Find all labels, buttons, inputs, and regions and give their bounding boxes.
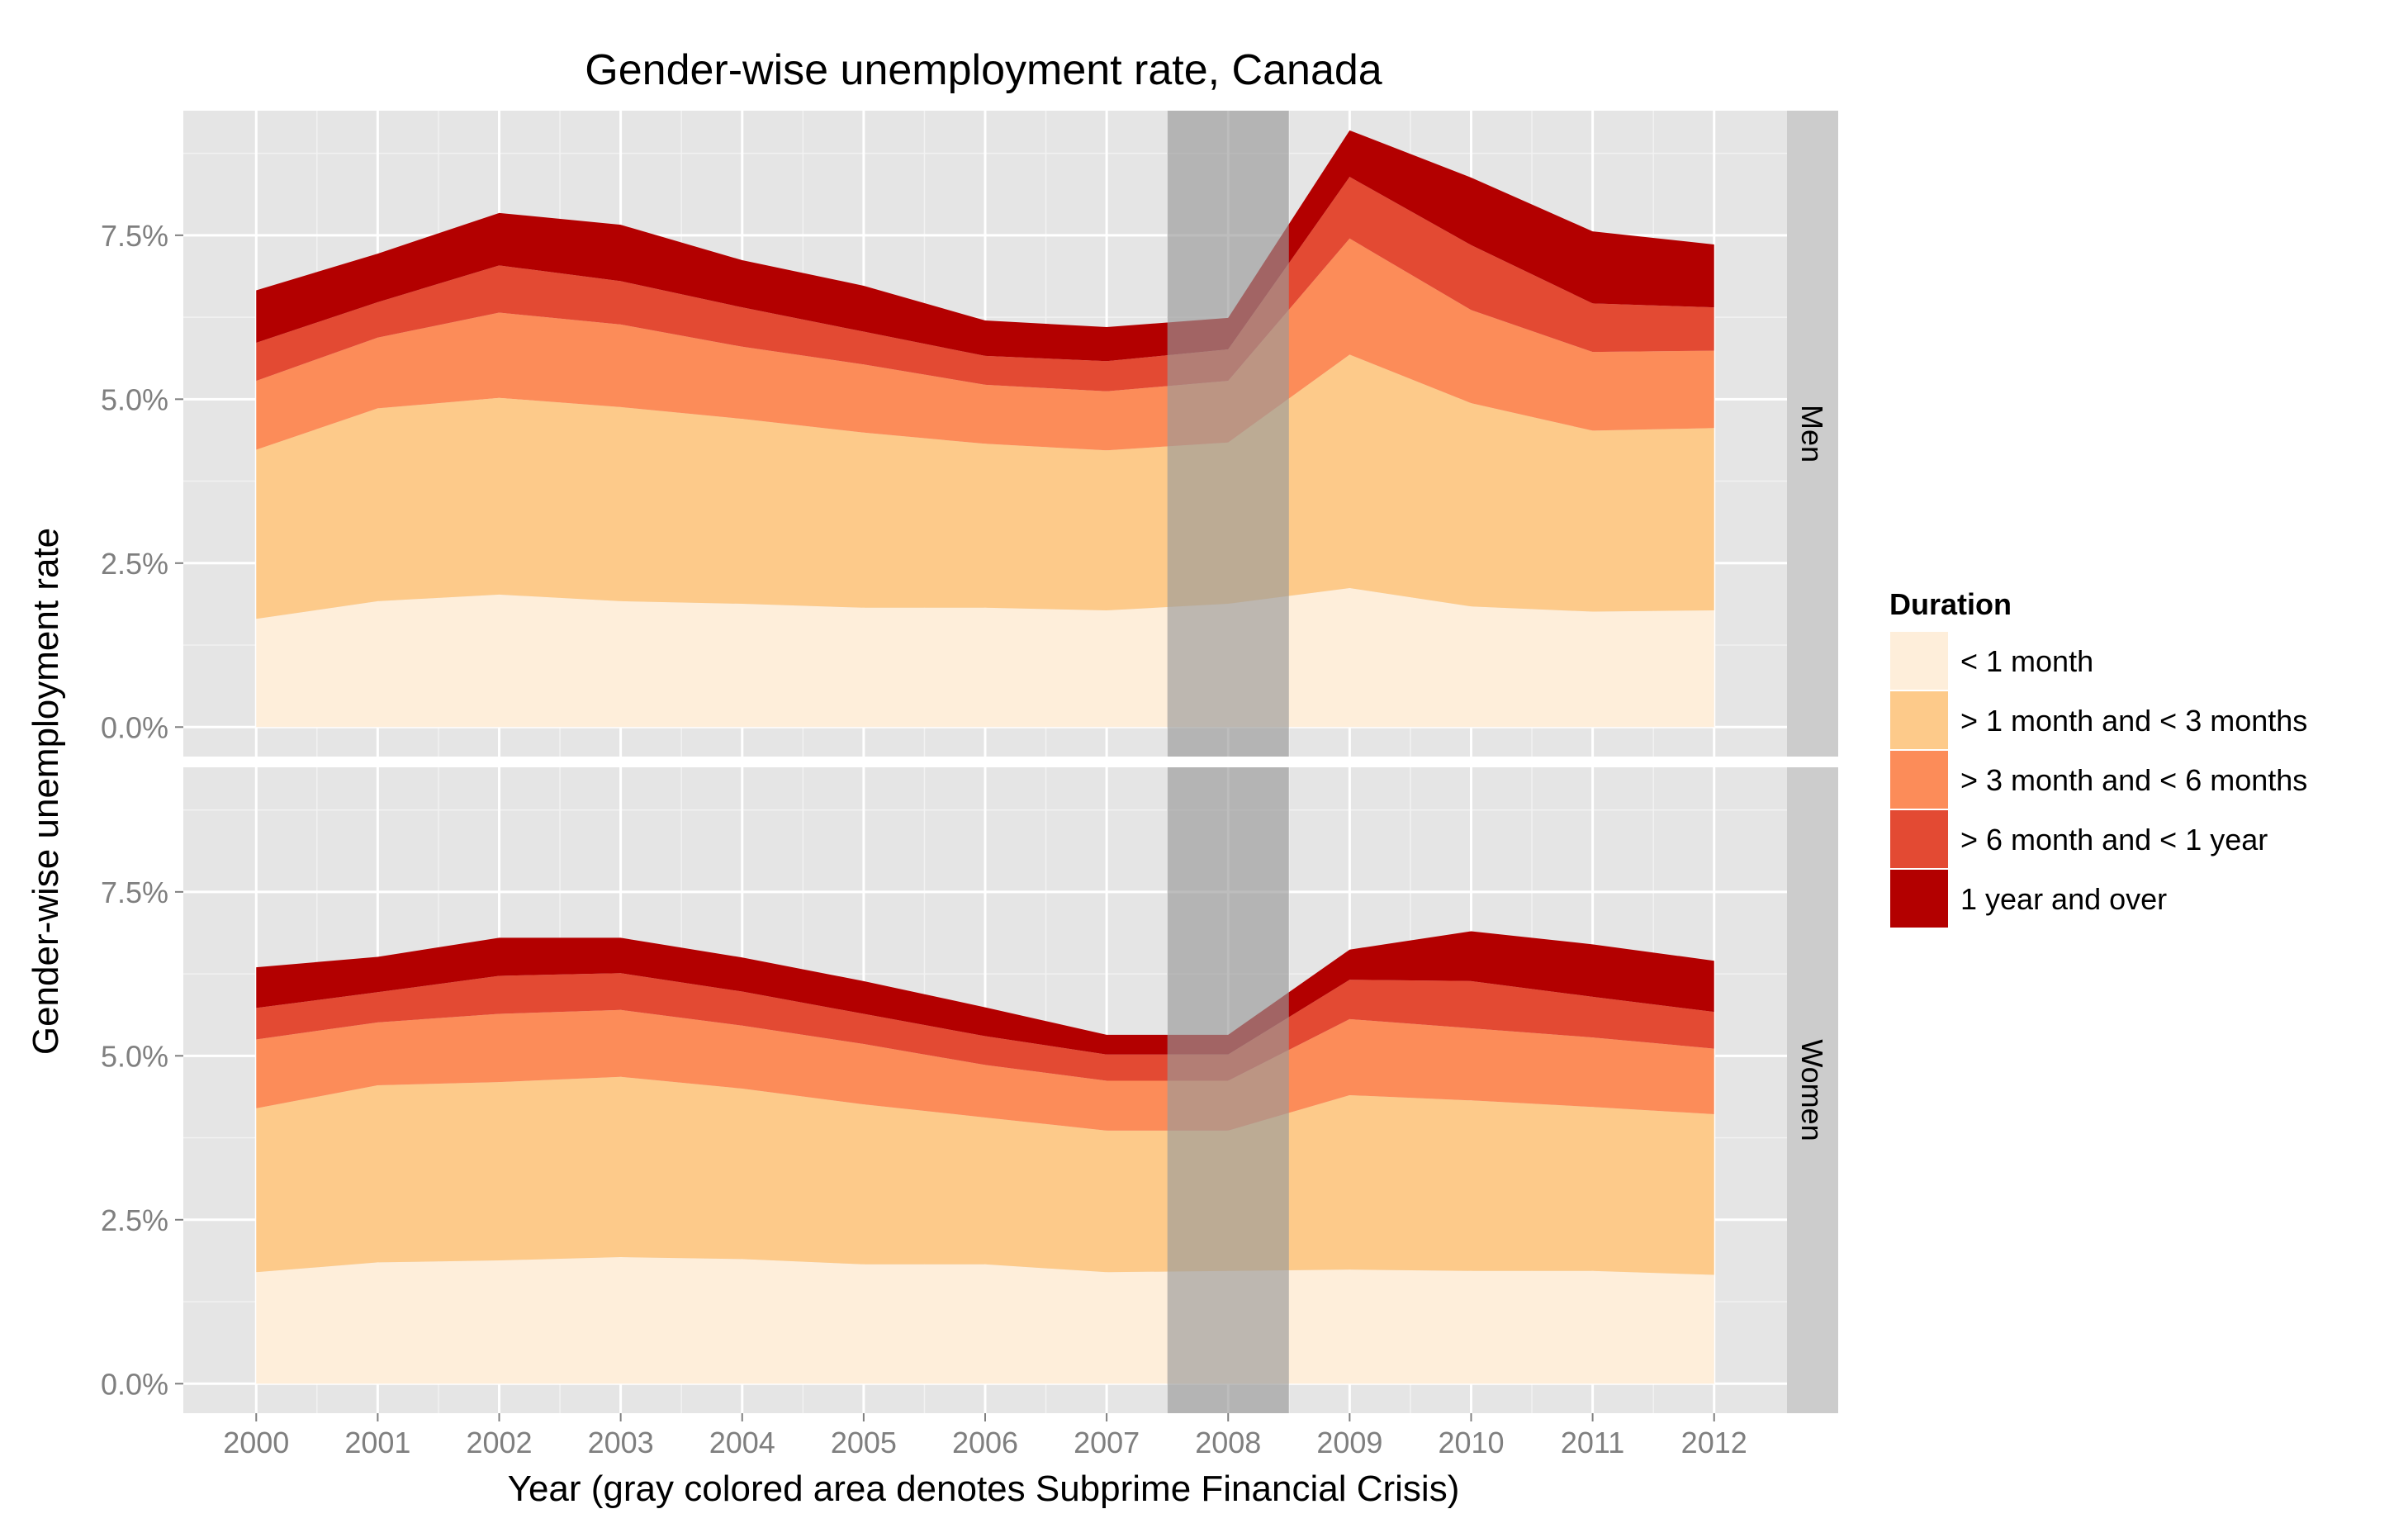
x-tick-label: 2010	[1438, 1426, 1504, 1459]
y-tick-label: 5.0%	[101, 382, 168, 416]
y-tick-label: 2.5%	[101, 547, 168, 581]
legend-item-label: > 6 month and < 1 year	[1960, 823, 2268, 857]
y-tick-label: 7.5%	[101, 219, 168, 253]
y-tick-label: 5.0%	[101, 1039, 168, 1073]
area-0-3	[256, 177, 1714, 391]
legend-key	[1889, 690, 1950, 751]
x-tick-label: 2012	[1681, 1426, 1747, 1459]
panel-men: 0.0% 2.5% 5.0% 7.5% Men	[101, 111, 1838, 757]
panel-women: 0.0% 2.5% 5.0% 7.5% Women	[101, 767, 1838, 1413]
crisis-highlight	[1167, 767, 1289, 1413]
x-axis-title: Year (gray colored area denotes Subprime…	[508, 1469, 1460, 1509]
x-tick-label: 2011	[1561, 1426, 1624, 1459]
x-tick-label: 2001	[344, 1426, 410, 1459]
x-tick-label: 2007	[1074, 1426, 1140, 1459]
facet-label: Women	[1795, 1039, 1829, 1141]
legend-key	[1889, 809, 1950, 870]
x-tick-label: 2002	[466, 1426, 532, 1459]
x-tick-label: 2003	[588, 1426, 654, 1459]
legend-key	[1889, 749, 1950, 810]
legend-item-label: > 3 month and < 6 months	[1960, 763, 2307, 797]
panels-layer: 0.0% 2.5% 5.0% 7.5% Men 0.0% 2.5% 5.0% 7.5% Women	[101, 111, 1838, 1413]
y-tick-label: 0.0%	[101, 1367, 168, 1401]
y-axis-title: Gender-wise unemployment rate	[26, 528, 66, 1055]
x-tick-label: 2009	[1316, 1426, 1382, 1459]
x-axis: 2000 2001 2002 2003 2004 2005 2006 2007 2008 2009…	[223, 1413, 1747, 1459]
area-1-1	[256, 1076, 1714, 1275]
x-tick-label: 2000	[223, 1426, 289, 1459]
x-tick-label: 2008	[1195, 1426, 1261, 1459]
area-0-2	[256, 238, 1714, 451]
facet-strip	[1787, 111, 1838, 757]
area-0-0	[256, 587, 1714, 728]
legend-key	[1889, 868, 1950, 929]
legend-title: Duration	[1889, 587, 2012, 621]
legend-key	[1889, 630, 1950, 691]
area-1-0	[256, 1257, 1714, 1384]
legend-item-label: 1 year and over	[1960, 882, 2167, 916]
area-0-4	[256, 130, 1714, 362]
legend: Duration < 1 month > 1 month and < 3 mont…	[1889, 587, 2307, 929]
area-1-4	[256, 931, 1714, 1055]
area-1-3	[256, 973, 1714, 1081]
y-tick-label: 0.0%	[101, 710, 168, 744]
facet-label: Men	[1795, 405, 1829, 463]
crisis-highlight	[1167, 111, 1289, 757]
x-tick-label: 2005	[831, 1426, 897, 1459]
y-tick-label: 2.5%	[101, 1203, 168, 1237]
x-tick-label: 2004	[709, 1426, 775, 1459]
legend-item-label: < 1 month	[1960, 644, 2093, 678]
legend-item-label: > 1 month and < 3 months	[1960, 704, 2307, 738]
chart-title: Gender-wise unemployment rate, Canada	[585, 46, 1382, 94]
area-0-1	[256, 354, 1714, 619]
facet-strip	[1787, 767, 1838, 1413]
area-1-2	[256, 1009, 1714, 1131]
x-tick-label: 2006	[952, 1426, 1018, 1459]
y-tick-label: 7.5%	[101, 876, 168, 909]
